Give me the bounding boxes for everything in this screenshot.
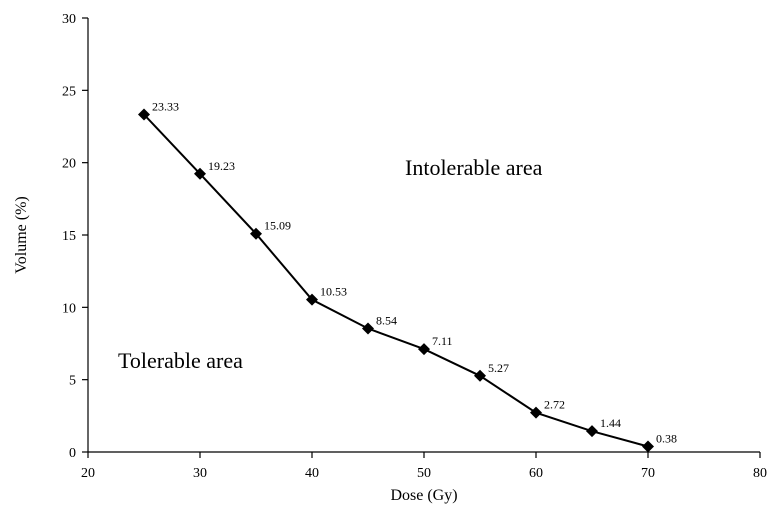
tolerable-area-label: Tolerable area xyxy=(118,348,243,373)
data-labels: 23.33 19.23 15.09 10.53 8.54 7.11 5.27 2.72 1.44… xyxy=(152,99,677,445)
data-point-marker xyxy=(474,369,486,382)
x-tick-label: 30 xyxy=(193,466,207,481)
data-label: 7.11 xyxy=(432,334,453,348)
intolerable-area-label: Intolerable area xyxy=(405,155,543,180)
data-label: 0.38 xyxy=(656,432,677,446)
data-point-marker xyxy=(362,322,374,335)
y-tick-label: 5 xyxy=(69,374,76,389)
data-label: 1.44 xyxy=(600,416,621,430)
x-tick-label: 50 xyxy=(417,466,431,481)
series xyxy=(138,108,654,453)
series-line xyxy=(143,113,649,448)
y-tick-label: 30 xyxy=(62,12,76,27)
data-label: 8.54 xyxy=(376,313,397,327)
data-label: 19.23 xyxy=(208,159,235,173)
y-axis-title: Volume (%) xyxy=(13,196,30,273)
x-tick-label: 20 xyxy=(81,466,95,481)
data-point-marker xyxy=(194,167,206,180)
data-point-marker xyxy=(250,227,262,240)
x-tick-label: 60 xyxy=(529,466,543,481)
data-point-marker xyxy=(138,108,150,121)
x-tick-label: 70 xyxy=(641,466,655,481)
data-point-marker xyxy=(642,440,654,453)
data-point-marker xyxy=(418,343,430,356)
x-ticks: 20 30 40 50 60 70 80 xyxy=(81,452,767,481)
y-ticks: 0 5 10 15 20 25 30 xyxy=(62,12,88,461)
x-tick-label: 80 xyxy=(753,466,767,481)
data-point-marker xyxy=(586,425,598,438)
data-point-marker xyxy=(306,293,318,306)
data-label: 5.27 xyxy=(488,361,509,375)
y-tick-label: 0 xyxy=(69,446,76,461)
data-label: 10.53 xyxy=(320,285,347,299)
data-label: 2.72 xyxy=(544,398,565,412)
y-tick-label: 20 xyxy=(62,157,76,172)
x-tick-label: 40 xyxy=(305,466,319,481)
data-label: 23.33 xyxy=(152,99,179,113)
y-tick-label: 10 xyxy=(62,301,76,316)
data-label: 15.09 xyxy=(264,219,291,233)
data-point-marker xyxy=(530,406,542,419)
axes xyxy=(87,18,760,453)
y-tick-label: 15 xyxy=(62,229,76,244)
x-axis-title: Dose (Gy) xyxy=(390,487,457,504)
y-tick-label: 25 xyxy=(62,84,76,99)
